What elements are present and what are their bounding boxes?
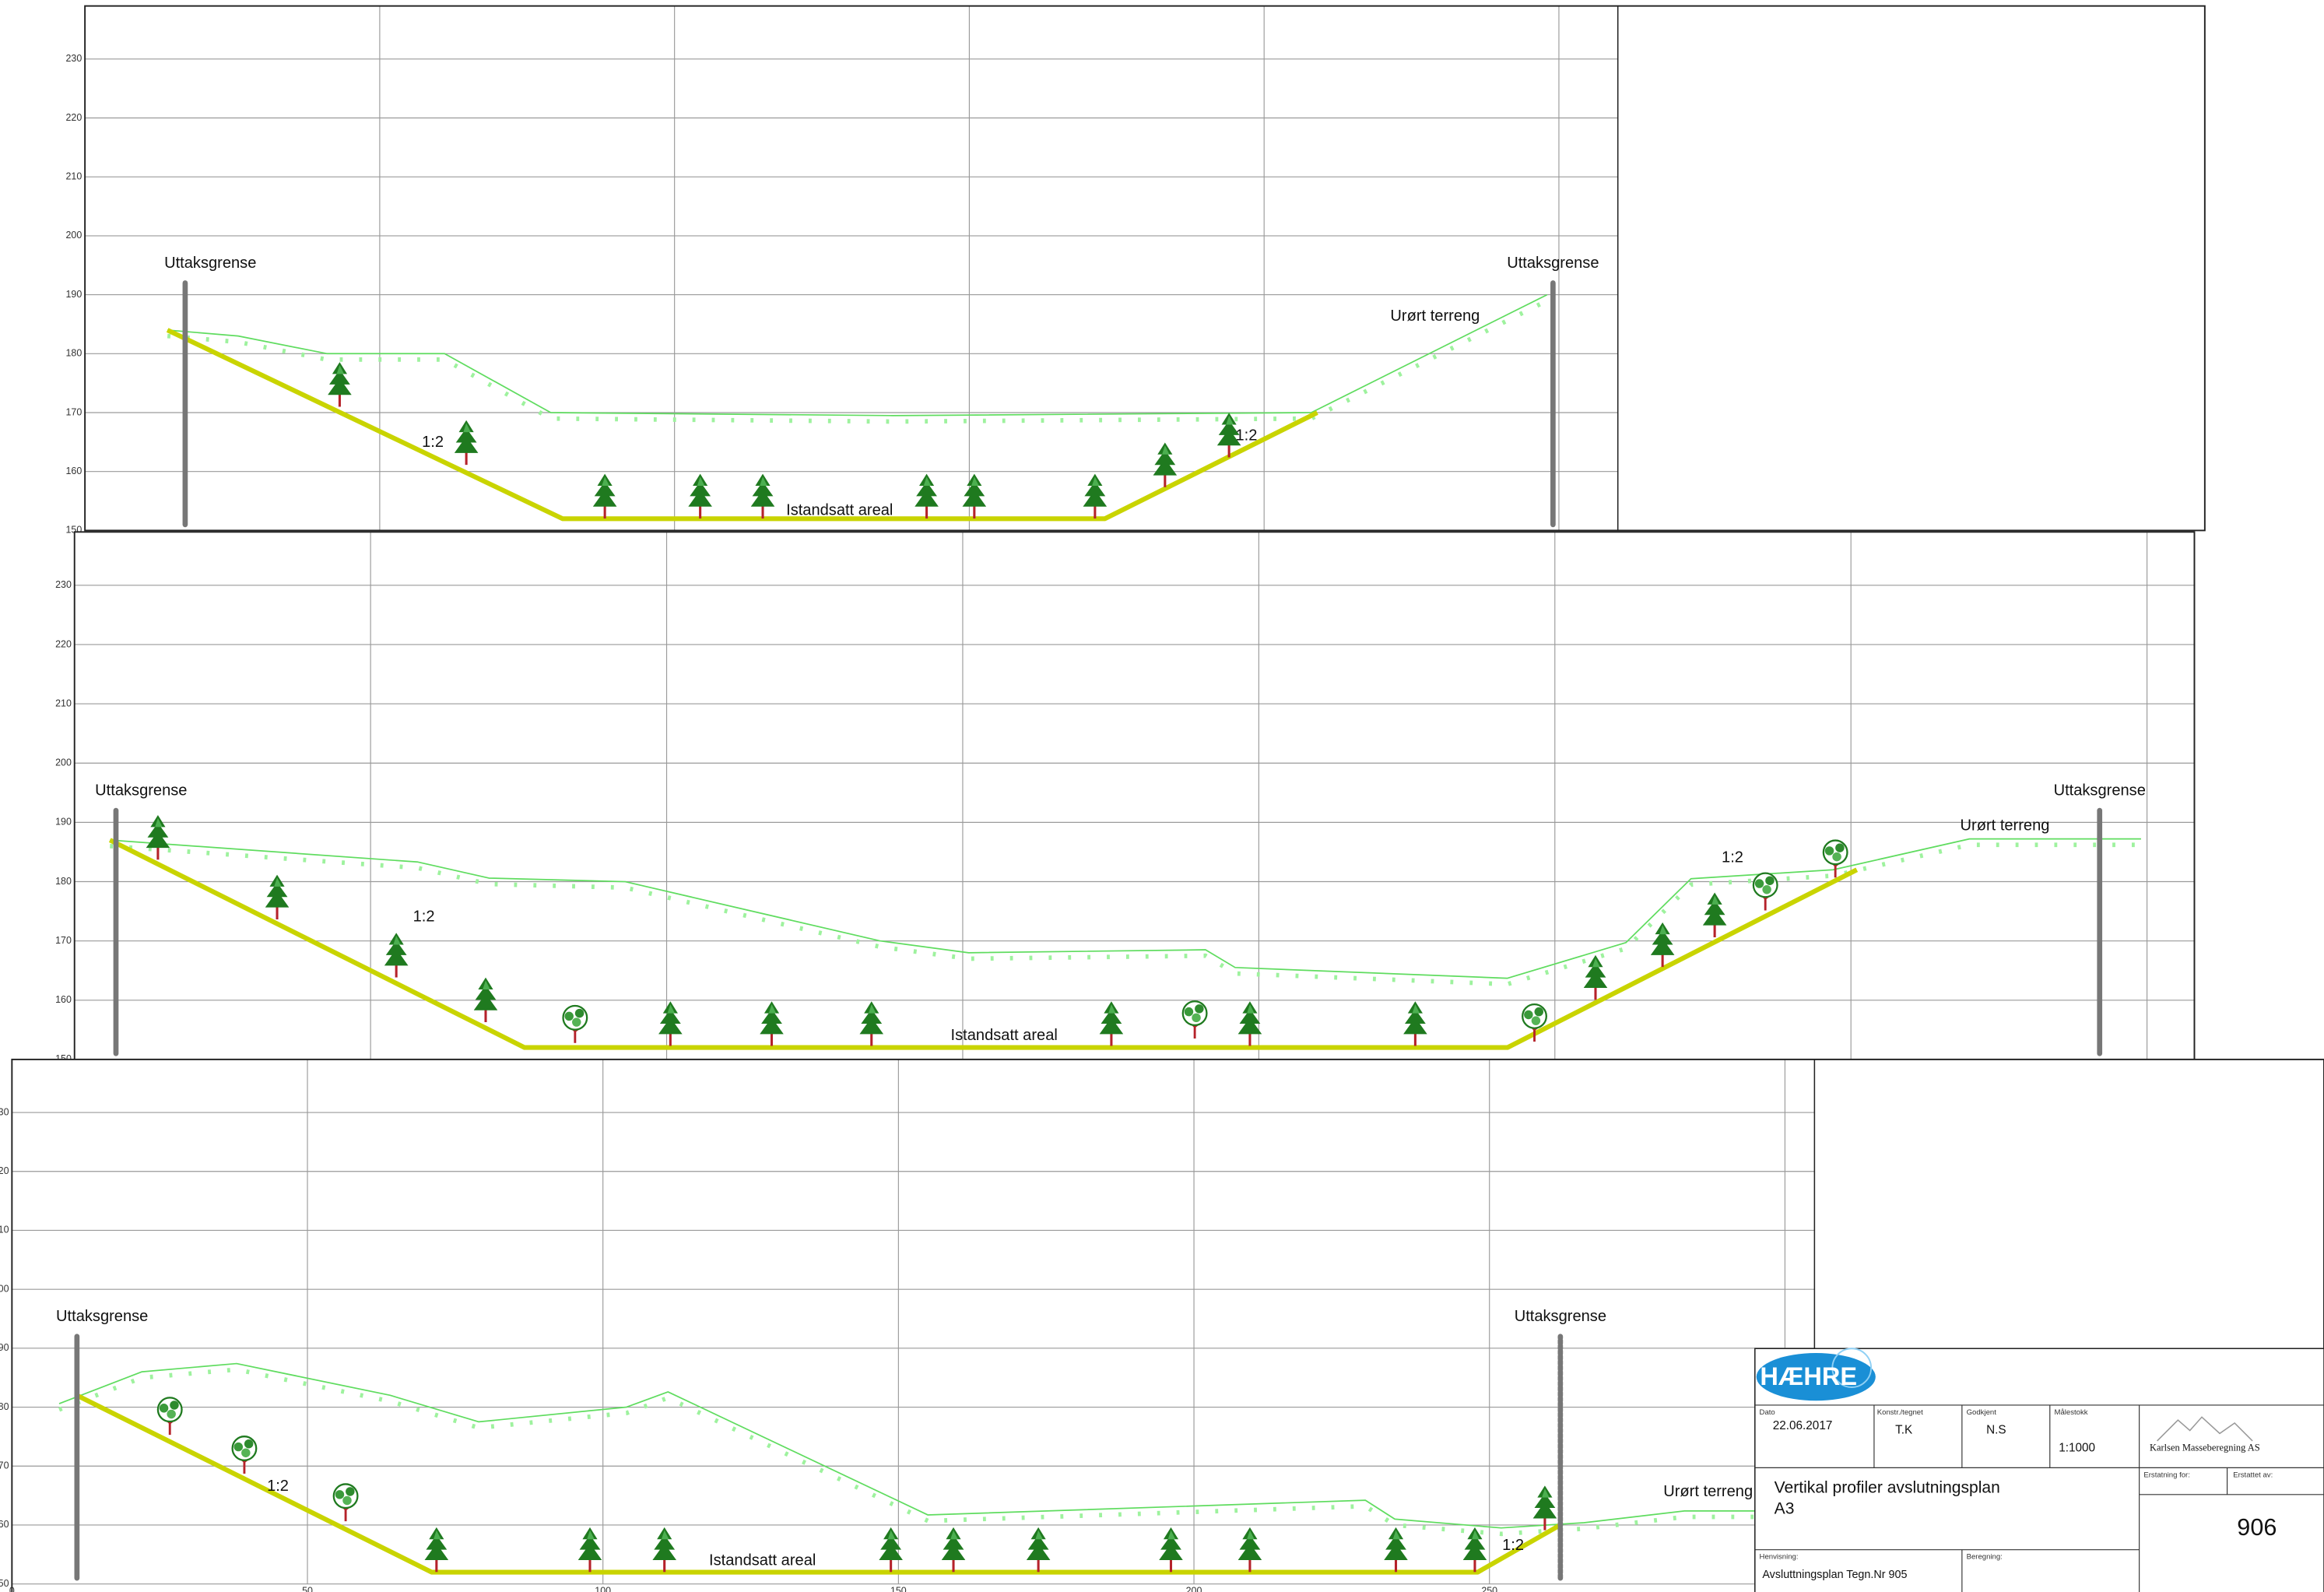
- y-tick-label: 190: [0, 1342, 9, 1353]
- terrain-line: [110, 838, 2141, 979]
- x-tick-label: 0: [9, 1586, 15, 1592]
- y-tick-label: 230: [0, 1106, 9, 1117]
- approved: N.S: [1986, 1424, 2006, 1437]
- drawing-number: 906: [2237, 1514, 2277, 1541]
- y-tick-label: 170: [55, 935, 72, 946]
- approved-label: Godkjent: [1967, 1408, 1997, 1417]
- annotation: Urørt terreng: [1390, 308, 1480, 325]
- y-tick-label: 160: [66, 466, 82, 476]
- y-tick-label: 150: [0, 1578, 9, 1589]
- restored-line: [75, 1393, 1562, 1575]
- drawn-label: Konstr./tegnet: [1877, 1408, 1923, 1417]
- boundary-label: Uttaksgrense: [1507, 255, 1599, 272]
- y-tick-label: 180: [0, 1401, 9, 1412]
- profiles: 150 160 170 180 190 200 210 220 230 0 50 100 150 200 2…: [0, 5, 2324, 1592]
- date-label: Dato: [1760, 1408, 1775, 1417]
- reference-label: Henvisning:: [1760, 1553, 1799, 1562]
- annotation: Istandsatt areal: [951, 1027, 1058, 1044]
- x-tick-label: 50: [302, 1586, 313, 1592]
- restored-line: [166, 328, 1318, 522]
- y-tick-label: 210: [66, 170, 82, 181]
- profile: 1501601701801902002102202300501001502002…: [66, 5, 2206, 543]
- terrain-line: [58, 1362, 1762, 1529]
- panel-background: [74, 532, 2195, 1060]
- reference: Avsluttningsplan Tegn.Nr 905: [1762, 1569, 1907, 1581]
- y-tick-label: 200: [66, 230, 82, 241]
- boundary-label: Uttaksgrense: [1515, 1308, 1606, 1325]
- boundary-label: Uttaksgrense: [2054, 782, 2146, 800]
- logo: HÆHRE: [1760, 1362, 1857, 1390]
- logo-globe: [1831, 1348, 1873, 1388]
- replaces-label: Erstatning for:: [2143, 1471, 2190, 1479]
- y-tick-label: 200: [55, 757, 72, 768]
- y-tick-label: 200: [0, 1283, 9, 1294]
- paper-size: A3: [1775, 1500, 1795, 1518]
- profile: 1501601701801902002102202300501001502002…: [55, 531, 2196, 1072]
- x-tick-label: 100: [595, 1586, 611, 1592]
- y-tick-label: 230: [55, 579, 72, 590]
- replaced-by-label: Erstattet av:: [2233, 1471, 2273, 1479]
- boundary-label: Uttaksgrense: [95, 782, 187, 800]
- panel-frame: [84, 5, 2206, 532]
- annotation: Urørt terreng: [1961, 817, 2050, 834]
- annotation: Urørt terreng: [1663, 1483, 1753, 1500]
- y-tick-label: 180: [55, 876, 72, 887]
- title-block: HÆHRE Dato 22.06.2017 Konstr./tegnet T.K…: [1754, 1348, 2324, 1592]
- y-tick-label: 160: [0, 1519, 9, 1530]
- company-logo: [2157, 1416, 2253, 1442]
- boundary-label: Uttaksgrense: [164, 255, 256, 272]
- y-tick-label: 190: [66, 289, 82, 300]
- logo-shape: [1756, 1352, 1876, 1401]
- drawn: T.K: [1895, 1424, 1913, 1437]
- y-tick-label: 170: [66, 406, 82, 417]
- company: Karlsen Masseberegning AS: [2150, 1442, 2260, 1453]
- annotation: 1:2: [267, 1478, 289, 1495]
- annotation: 1:2: [1502, 1537, 1524, 1554]
- annotation: 1:2: [1236, 427, 1258, 445]
- x-tick-label: 250: [1481, 1586, 1497, 1592]
- restored-line: [108, 838, 1859, 1050]
- scale: 1:1000: [2059, 1442, 2095, 1455]
- annotation: 1:2: [413, 908, 435, 926]
- boundary-label: Uttaksgrense: [56, 1308, 148, 1325]
- annotation: Istandsatt areal: [786, 502, 893, 519]
- annotation: Istandsatt areal: [709, 1552, 816, 1569]
- y-tick-label: 210: [0, 1225, 9, 1235]
- y-tick-label: 170: [0, 1460, 9, 1471]
- y-tick-label: 190: [55, 817, 72, 828]
- y-tick-label: 160: [55, 994, 72, 1005]
- y-tick-label: 220: [66, 112, 82, 123]
- x-tick-label: 150: [890, 1586, 907, 1592]
- drawing-title: Vertikal profiler avslutningsplan: [1775, 1479, 2000, 1497]
- annotation: 1:2: [422, 434, 444, 451]
- calc-label: Beregning:: [1967, 1553, 2003, 1562]
- annotation: 1:2: [1722, 849, 1743, 866]
- title-block-lines: [1754, 1404, 2324, 1592]
- scale-label: Målestokk: [2055, 1408, 2088, 1417]
- panel-background: [85, 5, 2205, 531]
- y-tick-label: 210: [55, 698, 72, 708]
- y-tick-label: 230: [66, 53, 82, 64]
- y-tick-label: 180: [66, 348, 82, 359]
- date: 22.06.2017: [1773, 1419, 1833, 1432]
- x-tick-label: 200: [1186, 1586, 1202, 1592]
- y-tick-label: 220: [0, 1165, 9, 1176]
- terrain-line: [167, 293, 1548, 416]
- y-tick-label: 220: [55, 638, 72, 649]
